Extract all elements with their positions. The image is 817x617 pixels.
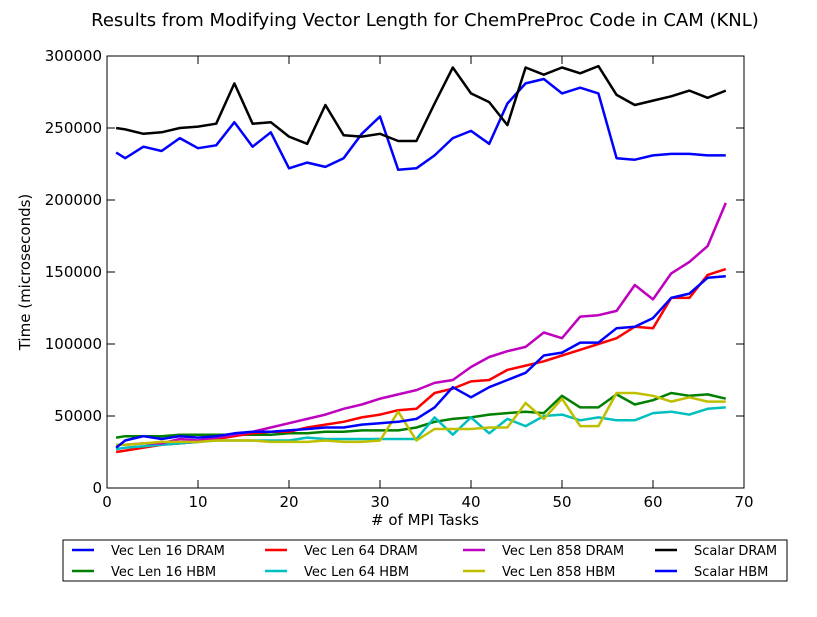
legend-box <box>62 539 788 582</box>
series-line-6 <box>116 391 726 447</box>
legend: Vec Len 16 DRAM Vec Len 16 HBM Vec Len 64 … <box>62 539 788 582</box>
x-tick-label: 70 <box>734 493 753 511</box>
legend-label: Vec Len 16 DRAM <box>111 544 225 559</box>
ticks-layer: 0 10 20 30 40 50 60 70 0 50000 100000 150000 200000 2… <box>45 47 754 511</box>
series-line-8 <box>115 275 726 449</box>
x-tick-label: 10 <box>188 493 207 511</box>
series-line-5 <box>116 202 727 447</box>
legend-label: Vec Len 16 HBM <box>111 565 216 580</box>
x-axis-label: # of MPI Tasks <box>371 511 479 529</box>
x-tick-label: 30 <box>370 493 389 511</box>
y-tick-label: 100000 <box>45 335 102 353</box>
legend-label: Scalar DRAM <box>694 544 777 559</box>
chart-title: Results from Modifying Vector Length for… <box>91 10 759 31</box>
series-line-2 <box>115 391 727 439</box>
legend-label: Vec Len 858 HBM <box>502 565 615 580</box>
plot-area <box>106 55 745 489</box>
series-line-1 <box>115 77 726 172</box>
x-tick-label: 0 <box>102 493 112 511</box>
y-tick-label: 300000 <box>45 47 102 65</box>
y-tick-label: 50000 <box>54 407 102 425</box>
x-tick-label: 50 <box>552 493 571 511</box>
series-line-7 <box>115 64 727 146</box>
y-tick-label: 200000 <box>45 191 102 209</box>
x-tick-label: 40 <box>461 493 480 511</box>
x-tick-label: 20 <box>279 493 298 511</box>
y-tick-label: 0 <box>92 479 102 497</box>
legend-label: Vec Len 64 DRAM <box>304 544 418 559</box>
legend-label: Vec Len 858 DRAM <box>502 544 624 559</box>
y-axis-label: Time (microseconds) <box>16 194 34 352</box>
x-tick-label: 60 <box>643 493 662 511</box>
series-layer <box>115 64 727 454</box>
legend-label: Scalar HBM <box>694 565 768 580</box>
y-tick-label: 150000 <box>45 263 102 281</box>
legend-label: Vec Len 64 HBM <box>304 565 409 580</box>
y-tick-label: 250000 <box>45 119 102 137</box>
